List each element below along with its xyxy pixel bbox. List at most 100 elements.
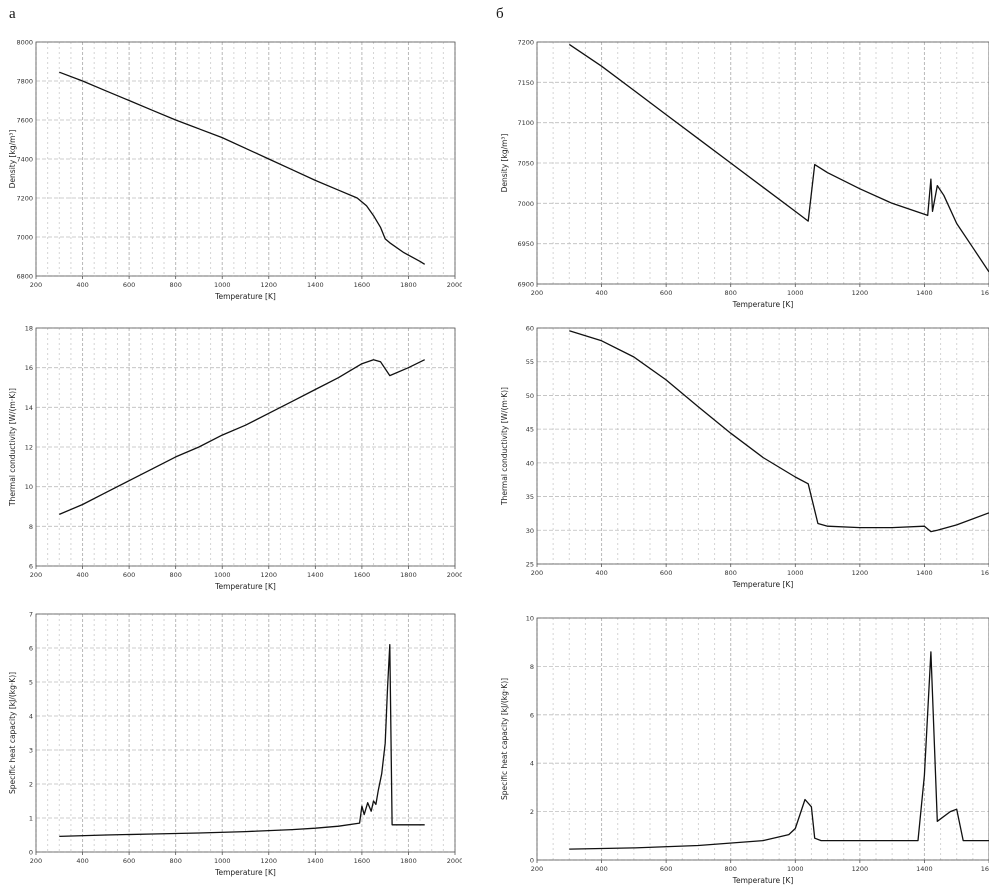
y-tick-label: 7600 [16,117,33,125]
y-tick-label: 7200 [517,39,534,47]
x-tick-label: 200 [30,571,42,579]
x-tick-label: 1400 [307,571,324,579]
axes-frame [536,617,989,861]
x-tick-label: 1400 [916,289,933,297]
x-tick-label: 1000 [214,281,231,289]
chart-density-b: 200 400 600 800 1000 1200 1400 1600 6900 6950 7000… [500,39,989,309]
y-tick-label: 5 [29,679,33,687]
y-tick-label: 2 [29,781,33,789]
chart-heat-capacity-a: 200 400 600 800 1000 1200 1400 1600 1800 2000 0 1 2 3… [8,611,462,878]
x-tick-label: 1800 [400,281,417,289]
x-tick-label: 600 [123,571,135,579]
x-tick-label: 800 [169,281,181,289]
x-tick-label: 1200 [852,865,869,873]
axes-frame [35,613,456,853]
x-tick-label: 1600 [981,865,989,873]
y-tick-label: 6 [530,711,534,719]
panel-label-left: а [9,6,16,22]
y-tick-label: 7150 [517,79,534,87]
chart-heat-capacity-b: 200 400 600 800 1000 1200 1400 1600 0 2 4 6 8 10 Tempe… [500,615,989,885]
x-tick-label: 1800 [400,571,417,579]
x-tick-label: 200 [30,857,42,865]
y-tick-label: 18 [25,325,33,333]
y-tick-label: 55 [526,358,534,366]
x-tick-label: 400 [595,865,607,873]
y-tick-label: 8 [530,663,534,671]
y-tick-label: 50 [526,392,534,400]
x-tick-label: 600 [123,281,135,289]
x-tick-label: 200 [531,289,543,297]
y-tick-label: 0 [29,849,33,857]
x-tick-label: 600 [660,865,672,873]
x-tick-label: 1000 [787,289,804,297]
x-tick-label: 1200 [261,571,278,579]
x-tick-label: 1200 [261,281,278,289]
x-axis-label: Temperature [K] [214,868,276,877]
x-tick-label: 1400 [307,281,324,289]
y-tick-label: 4 [530,760,534,768]
y-tick-label: 25 [526,561,534,569]
y-tick-label: 8000 [16,39,33,47]
y-tick-label: 6800 [16,273,33,281]
x-tick-label: 400 [76,571,88,579]
axes-frame [536,327,989,565]
series-line [59,71,426,265]
x-tick-label: 1000 [214,857,231,865]
y-tick-label: 3 [29,747,33,755]
y-tick-label: 16 [25,364,33,372]
grid-horizontal [537,41,989,285]
y-tick-label: 7000 [517,200,534,208]
y-tick-label: 0 [530,857,534,865]
y-tick-label: 14 [25,404,33,412]
y-tick-label: 6950 [517,240,534,248]
y-tick-label: 12 [25,444,33,452]
series-line [569,651,989,850]
y-tick-label: 7200 [16,195,33,203]
y-tick-label: 45 [526,426,534,434]
axes-frame [35,327,456,567]
y-tick-label: 40 [526,459,534,467]
x-tick-label: 800 [725,865,737,873]
x-tick-label: 400 [76,281,88,289]
x-tick-label: 800 [169,571,181,579]
x-axis-label: Temperature [K] [732,876,794,885]
x-tick-label: 400 [76,857,88,865]
y-tick-label: 6 [29,563,33,571]
x-axis-label: Temperature [K] [214,292,276,301]
x-tick-label: 200 [531,865,543,873]
y-tick-label: 7400 [16,156,33,164]
axes-frame [536,41,989,285]
x-tick-label: 1000 [787,865,804,873]
panel-label-right: б [496,6,504,22]
y-tick-label: 7800 [16,78,33,86]
y-tick-label: 7100 [517,119,534,127]
x-tick-label: 2000 [447,281,462,289]
series-line [569,330,989,533]
chart-conductivity-b: 200 400 600 800 1000 1200 1400 1600 25 30 35 40 45 50… [500,325,989,589]
x-tick-label: 1400 [916,569,933,577]
x-tick-label: 1000 [214,571,231,579]
x-tick-label: 400 [595,289,607,297]
x-tick-label: 600 [123,857,135,865]
y-tick-label: 4 [29,713,33,721]
x-tick-label: 1200 [852,569,869,577]
axes-frame [35,41,456,277]
y-axis-label: Specific heat capacity [kJ/(kg·K)] [500,678,509,800]
series-line [59,359,425,515]
x-tick-label: 200 [531,569,543,577]
x-tick-label: 1400 [916,865,933,873]
y-axis-label: Thermal conductivity [W/(m·K)] [8,388,17,507]
x-tick-label: 2000 [447,857,462,865]
chart-conductivity-a: 200 400 600 800 1000 1200 1400 1600 1800 2000 6 8 10… [8,325,462,592]
y-tick-label: 8 [29,523,33,531]
y-tick-label: 10 [526,615,534,623]
series-line [59,643,425,838]
y-tick-label: 7000 [16,234,33,242]
x-axis-label: Temperature [K] [214,582,276,591]
x-tick-label: 800 [725,289,737,297]
y-tick-label: 60 [526,325,534,333]
x-tick-label: 1600 [981,289,989,297]
x-tick-label: 600 [660,569,672,577]
series-line [568,43,989,273]
y-tick-label: 7 [29,611,33,619]
